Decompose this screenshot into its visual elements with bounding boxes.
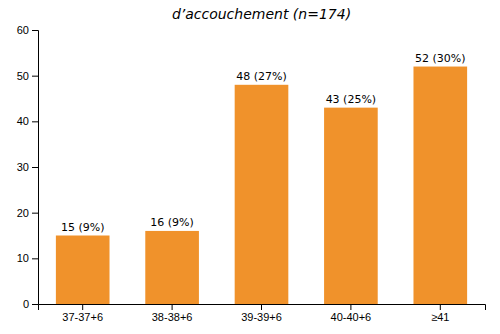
data-label: 48 (27%) bbox=[236, 70, 287, 83]
data-label: 52 (30%) bbox=[415, 52, 466, 65]
x-tick: 39-39+6 bbox=[241, 304, 282, 323]
y-tick-mark bbox=[32, 76, 38, 77]
y-axis: 0 10 20 30 40 50 60 bbox=[17, 24, 39, 310]
y-tick-mark bbox=[32, 213, 38, 214]
x-tick-mark bbox=[172, 304, 173, 310]
y-tick-label: 20 bbox=[17, 207, 29, 219]
x-tick: 37-37+6 bbox=[62, 304, 103, 323]
x-tick-mark bbox=[440, 304, 441, 310]
x-axis: 37-37+6 38-38+6 39-39+6 40-40+6 ≥41 bbox=[39, 304, 486, 323]
bar bbox=[413, 67, 467, 304]
y-tick-mark bbox=[32, 304, 38, 305]
data-labels: 15 (9%) 16 (9%) 48 (27%) 43 (25%) 52 (30%) bbox=[61, 52, 466, 234]
y-tick: 0 bbox=[23, 298, 38, 310]
y-tick: 40 bbox=[17, 115, 38, 127]
y-tick: 50 bbox=[17, 70, 38, 82]
title: d’accouchement (n=174) bbox=[172, 6, 351, 22]
bar bbox=[324, 108, 378, 304]
y-tick-label: 0 bbox=[23, 298, 29, 310]
data-label: 43 (25%) bbox=[326, 93, 377, 106]
bars bbox=[56, 67, 467, 304]
y-tick-label: 10 bbox=[17, 252, 29, 264]
y-tick-label: 60 bbox=[17, 24, 29, 36]
y-tick: 30 bbox=[17, 161, 38, 173]
x-tick: 38-38+6 bbox=[152, 304, 193, 323]
data-label: 16 (9%) bbox=[150, 216, 194, 229]
bar bbox=[145, 231, 199, 304]
bar bbox=[56, 236, 110, 305]
x-tick: 40-40+6 bbox=[331, 304, 372, 323]
y-axis-line bbox=[32, 31, 39, 305]
plot: 37-37+6 38-38+6 39-39+6 40-40+6 ≥41 0 10 20 30 40… bbox=[17, 24, 486, 323]
y-tick-mark bbox=[32, 167, 38, 168]
y-tick-mark bbox=[32, 121, 38, 122]
y-tick-mark bbox=[32, 258, 38, 259]
x-tick-mark bbox=[261, 304, 262, 310]
x-tick-mark bbox=[82, 304, 83, 310]
y-tick-label: 30 bbox=[17, 161, 29, 173]
x-tick-mark bbox=[350, 304, 351, 310]
y-tick-label: 50 bbox=[17, 70, 29, 82]
x-tick-label: 40-40+6 bbox=[331, 311, 372, 323]
x-tick: ≥41 bbox=[431, 304, 449, 323]
x-tick-label: 38-38+6 bbox=[152, 311, 193, 323]
x-axis-line bbox=[39, 305, 486, 311]
y-tick: 60 bbox=[17, 24, 38, 36]
x-tick-label: 37-37+6 bbox=[62, 311, 103, 323]
data-label: 15 (9%) bbox=[61, 221, 105, 234]
y-tick: 10 bbox=[17, 252, 38, 264]
y-tick: 20 bbox=[17, 207, 38, 219]
x-tick-label: ≥41 bbox=[431, 311, 449, 323]
chart: 37-37+6 38-38+6 39-39+6 40-40+6 ≥41 0 10 20 30 40… bbox=[0, 0, 500, 334]
bar bbox=[235, 85, 289, 304]
y-tick-label: 40 bbox=[17, 115, 29, 127]
x-tick-label: 39-39+6 bbox=[241, 311, 282, 323]
y-tick-mark bbox=[32, 30, 38, 31]
